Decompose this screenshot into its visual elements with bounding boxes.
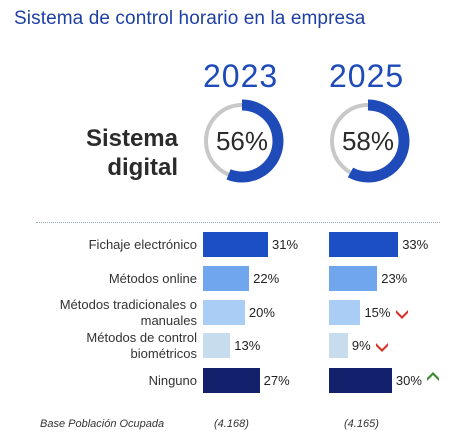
bar-value-label: 20% xyxy=(248,305,275,320)
trend-down-icon xyxy=(375,343,388,352)
system-digital-label: Sistema digital xyxy=(86,124,178,182)
bar xyxy=(203,300,245,325)
bar xyxy=(329,232,399,257)
arrow-shape xyxy=(427,372,440,381)
section-divider xyxy=(36,222,440,223)
arrow-shape xyxy=(395,310,408,319)
trend-down-icon xyxy=(395,310,408,319)
bar-value-label: 13% xyxy=(234,338,261,353)
category-label: Métodos de control biométricos xyxy=(86,329,197,361)
base-value-2023: (4.168) xyxy=(214,418,249,430)
bar-value-label: 23% xyxy=(381,271,408,286)
bar xyxy=(203,232,268,257)
bar-value-label: 33% xyxy=(402,237,429,252)
system-label-line2: digital xyxy=(107,154,178,181)
donut-2023-label: 56% xyxy=(215,125,269,156)
category-label: Fichaje electrónico xyxy=(88,236,197,252)
bar xyxy=(203,333,231,358)
category-label: Métodos online xyxy=(108,270,197,286)
donut-2025-label: 58% xyxy=(341,125,395,156)
arrow-shape xyxy=(375,343,388,352)
category-label: Ninguno xyxy=(148,372,197,388)
donut-2023 xyxy=(200,99,284,183)
base-value-2025: (4.165) xyxy=(344,418,379,430)
bar xyxy=(203,266,250,291)
year-2023-heading: 2023 xyxy=(203,58,279,94)
bar xyxy=(203,368,260,393)
base-label: Base Población Ocupada xyxy=(40,418,165,430)
system-label-line1: Sistema xyxy=(85,125,178,152)
bar-value-label: 9% xyxy=(351,338,371,353)
bar xyxy=(329,300,361,325)
year-2025-heading: 2025 xyxy=(329,58,405,94)
bar-value-label: 22% xyxy=(253,271,280,286)
bar-value-label: 30% xyxy=(395,373,422,388)
bar xyxy=(329,266,378,291)
bar-value-label: 15% xyxy=(364,305,391,320)
donut-2025 xyxy=(326,99,410,183)
donut-arc xyxy=(326,99,410,183)
bar-value-label: 31% xyxy=(272,237,299,252)
category-label: Métodos tradicionales o manuales xyxy=(59,296,197,328)
chart-title: Sistema de control horario en la empresa xyxy=(14,8,366,29)
bar xyxy=(329,333,348,358)
bar xyxy=(329,368,392,393)
bar-value-label: 27% xyxy=(263,373,290,388)
trend-up-icon xyxy=(427,372,440,381)
donut-arc xyxy=(200,99,284,183)
